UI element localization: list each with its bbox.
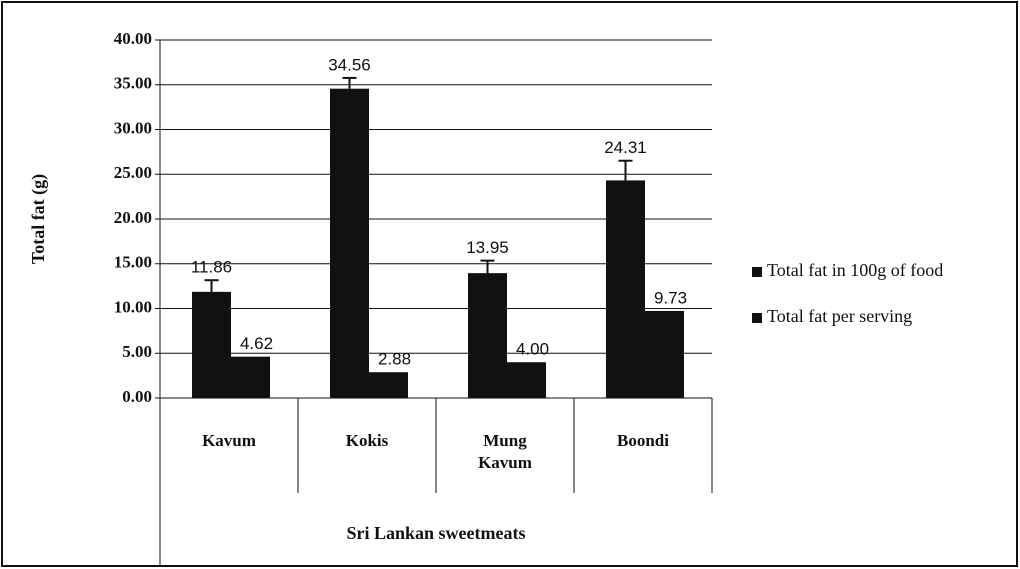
- x-tick-label: Mung Kavum: [478, 431, 532, 472]
- bar: [468, 273, 507, 398]
- bar: [606, 180, 645, 398]
- bar: [330, 88, 369, 399]
- y-tick-label: 15.00: [114, 253, 152, 272]
- data-label: 2.88: [378, 350, 411, 369]
- bar: [231, 356, 270, 398]
- x-tick-label: Kavum: [202, 431, 256, 450]
- y-tick-label: 30.00: [114, 118, 152, 137]
- y-tick-label: 20.00: [114, 208, 152, 227]
- x-axis-label: Sri Lankan sweetmeats: [347, 523, 526, 543]
- data-label: 4.00: [516, 340, 549, 359]
- y-axis-label: Total fat (g): [28, 174, 49, 264]
- legend-swatch: [752, 313, 762, 323]
- y-tick-label: 5.00: [122, 342, 152, 361]
- data-label: 4.62: [240, 334, 273, 353]
- bar: [507, 362, 546, 398]
- bar: [369, 372, 408, 398]
- y-tick-label: 0.00: [122, 387, 152, 406]
- x-tick-label: Kokis: [345, 431, 389, 450]
- legend-label: Total fat in 100g of food: [767, 260, 943, 280]
- y-tick-label: 10.00: [114, 297, 152, 316]
- bar: [645, 310, 684, 398]
- y-tick-label: 25.00: [114, 163, 152, 182]
- data-label: 24.31: [604, 138, 647, 157]
- y-tick-label: 40.00: [114, 29, 152, 48]
- y-tick-label: 35.00: [114, 74, 152, 93]
- legend-label: Total fat per serving: [767, 306, 912, 326]
- data-label: 11.86: [191, 258, 232, 277]
- data-label: 34.56: [328, 55, 371, 74]
- data-label: 13.95: [466, 238, 509, 257]
- legend-swatch: [752, 267, 762, 277]
- x-tick-label: Boondi: [617, 431, 669, 450]
- data-label: 9.73: [654, 288, 687, 307]
- bar: [192, 291, 231, 398]
